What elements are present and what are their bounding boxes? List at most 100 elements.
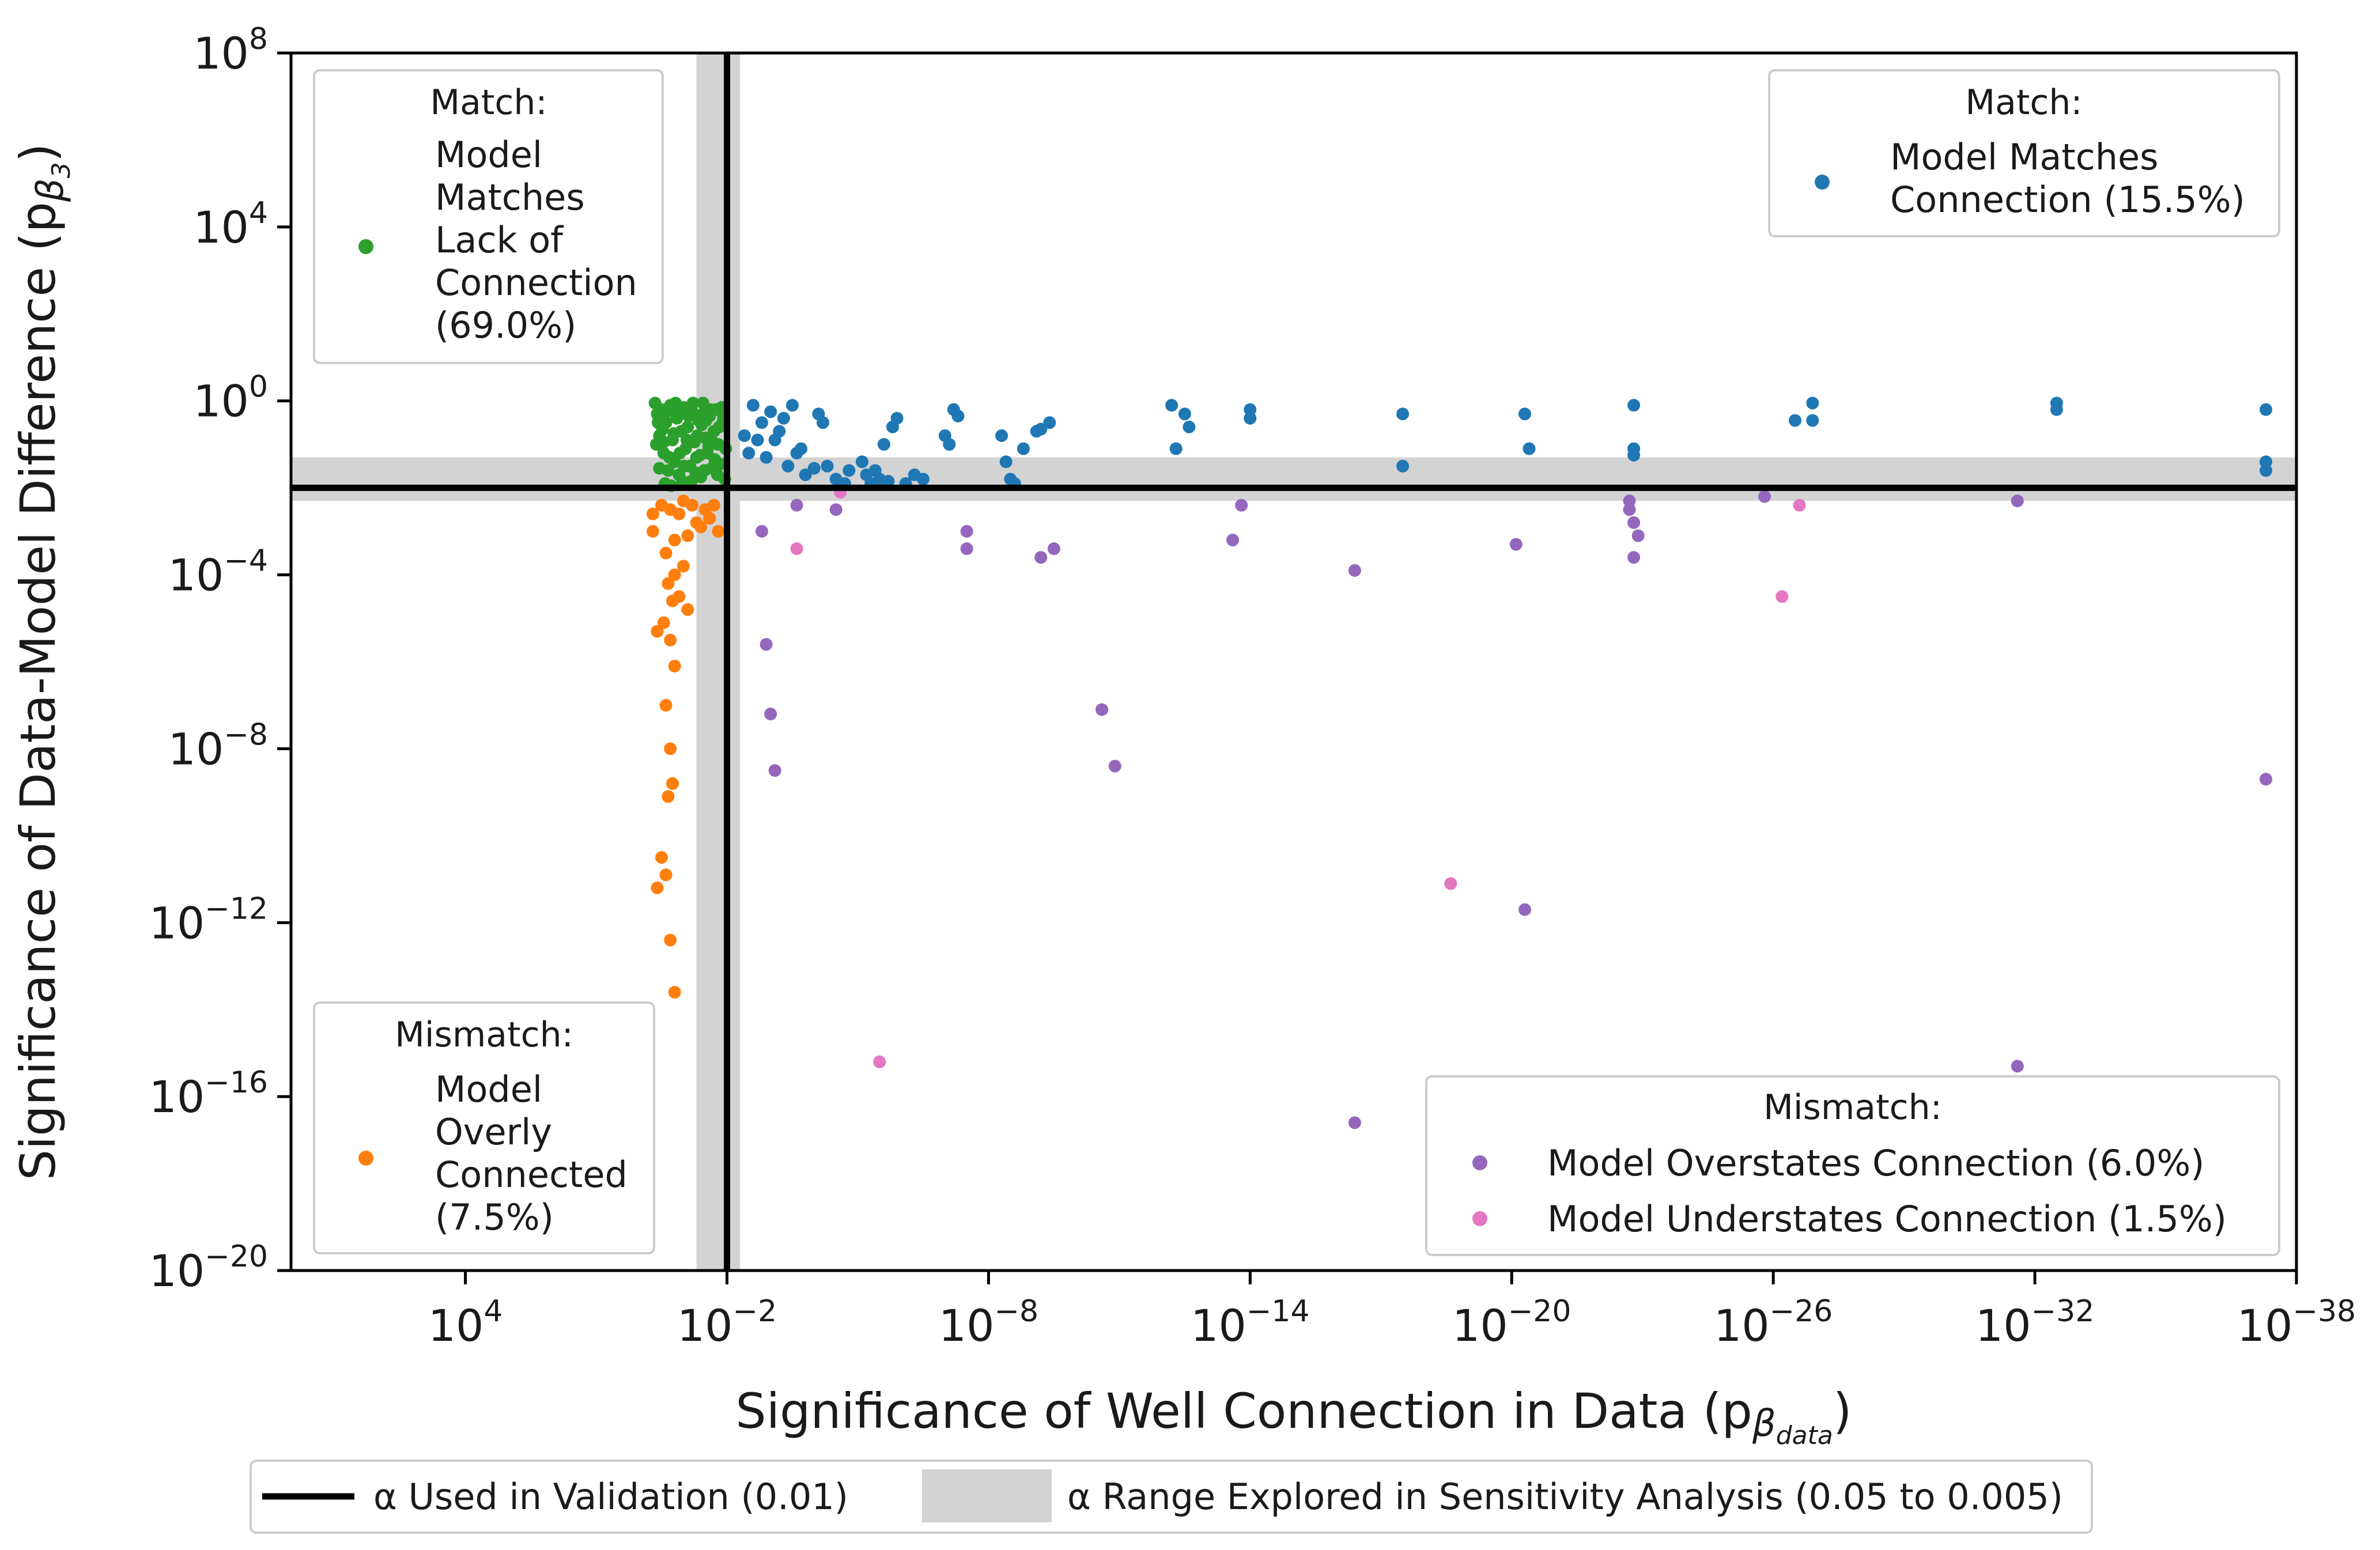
y-tick-label: 10−20 <box>149 1239 268 1296</box>
tick-base: 10 <box>1191 1300 1246 1351</box>
y-axis-label-part: ) <box>10 143 66 162</box>
data-point <box>2011 1060 2024 1073</box>
tick-exponent: 0 <box>249 370 268 404</box>
legend-alpha-line-label: α Used in Validation (0.01) <box>373 1476 848 1518</box>
data-point <box>1047 542 1060 555</box>
data-point <box>680 433 693 447</box>
data-point <box>1509 538 1523 551</box>
data-point <box>1178 407 1191 421</box>
data-point <box>877 438 890 451</box>
y-tick-label: 10−4 <box>168 544 268 601</box>
tick-exponent: −20 <box>1508 1294 1571 1329</box>
tick-exponent: −14 <box>1246 1294 1310 1329</box>
y-tick-label: 10−16 <box>149 1065 268 1122</box>
x-tick-label: 10−20 <box>1452 1294 1571 1351</box>
legend-title: Match: <box>1965 82 2082 123</box>
data-point <box>1169 442 1183 455</box>
plot-frame <box>289 51 2298 1272</box>
data-point <box>693 449 707 462</box>
data-point <box>1034 422 1048 436</box>
legend-label: (7.5%) <box>435 1196 554 1238</box>
legend-marker <box>358 239 373 254</box>
y-axis-label-part: Significance of Data-Model Difference (p <box>10 202 66 1180</box>
data-point <box>686 396 700 410</box>
y-axis-label: Significance of Data-Model Difference (p… <box>10 143 76 1181</box>
data-point <box>1627 449 1641 462</box>
data-point <box>662 790 675 803</box>
data-point <box>1226 534 1240 547</box>
legend-label: Model Overstates Connection (6.0%) <box>1547 1142 2204 1184</box>
data-point <box>666 777 679 790</box>
data-point <box>1631 529 1645 542</box>
legend-top-left <box>313 69 664 364</box>
data-point <box>2260 464 2272 477</box>
data-point <box>677 494 690 508</box>
data-point <box>807 462 821 475</box>
data-point <box>1043 416 1056 429</box>
data-point <box>651 881 664 894</box>
data-point <box>790 542 803 555</box>
tick-exponent: −8 <box>994 1294 1038 1329</box>
data-point <box>667 427 681 440</box>
legend-marker <box>1472 1211 1487 1226</box>
data-point <box>712 525 725 538</box>
legend-title: Mismatch: <box>1763 1087 1942 1128</box>
data-point <box>843 464 856 477</box>
legend-label: Lack of <box>435 219 564 261</box>
x-tick-label: 10−26 <box>1714 1294 1833 1351</box>
data-point <box>821 459 834 472</box>
data-point <box>2260 773 2272 786</box>
data-point <box>999 455 1013 468</box>
data-point <box>773 425 786 438</box>
data-point <box>691 429 704 443</box>
tick-exponent: −12 <box>205 891 268 926</box>
tick-base: 10 <box>1975 1300 2031 1351</box>
legend-label: Overly <box>435 1111 552 1153</box>
data-point <box>2050 403 2063 416</box>
tick-base: 10 <box>1452 1300 1508 1351</box>
alpha-band-vertical <box>696 53 741 1271</box>
data-point <box>681 529 694 542</box>
data-point <box>655 498 668 512</box>
data-point <box>1348 564 1361 577</box>
data-point <box>707 436 720 449</box>
data-point <box>812 407 825 421</box>
legend-label: (69.0%) <box>435 304 576 346</box>
tick-base: 10 <box>168 723 224 774</box>
data-point <box>668 986 681 999</box>
data-point <box>657 436 670 449</box>
data-point <box>671 407 685 421</box>
data-point <box>799 468 812 481</box>
data-point <box>673 590 686 603</box>
tick-base: 10 <box>193 376 249 427</box>
data-point <box>1627 399 1641 412</box>
legend-alpha-band-swatch <box>922 1469 1052 1522</box>
data-point <box>2011 494 2024 508</box>
legend-label: Model <box>435 134 542 176</box>
legend-title: Match: <box>430 82 547 123</box>
tick-exponent: −32 <box>2031 1294 2095 1329</box>
tick-exponent: −16 <box>205 1065 268 1100</box>
data-point <box>1108 759 1121 773</box>
data-point <box>1758 490 1771 503</box>
legend-label: Model Matches <box>1890 136 2158 178</box>
data-point <box>698 464 711 477</box>
data-point <box>711 468 724 481</box>
data-point <box>890 411 904 425</box>
data-point <box>1034 551 1048 564</box>
data-point <box>751 433 764 447</box>
legend-title: Mismatch: <box>395 1015 573 1055</box>
data-point <box>1244 403 1257 416</box>
y-axis-label-part: 3 <box>47 162 76 178</box>
data-point <box>1623 503 1636 516</box>
tick-base: 10 <box>149 1245 205 1296</box>
data-point <box>755 525 768 538</box>
x-tick-label: 10−8 <box>939 1294 1038 1351</box>
legend-label: Connection <box>435 262 637 304</box>
data-point <box>1396 459 1410 472</box>
data-point <box>764 708 777 721</box>
legend-label: Matches <box>435 176 585 218</box>
data-point <box>659 546 673 559</box>
data-point <box>1623 494 1636 508</box>
